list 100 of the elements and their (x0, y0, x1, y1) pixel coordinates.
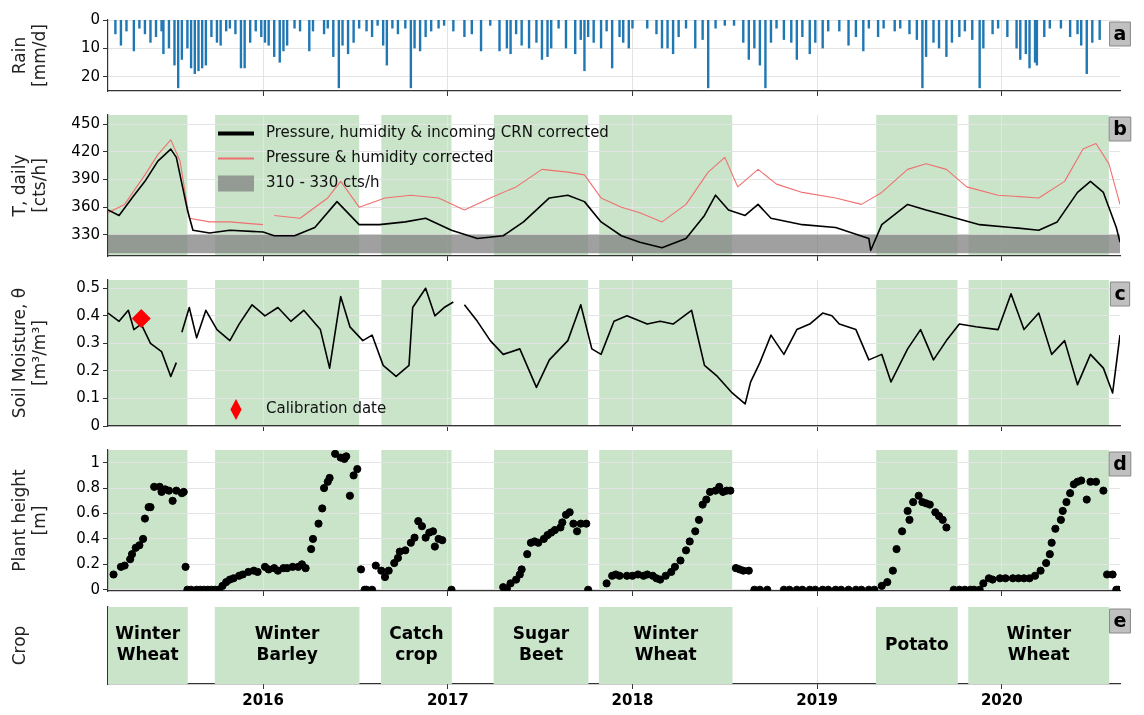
bar (932, 20, 935, 43)
y-tick-label: 390 (71, 169, 100, 188)
series-label: Winter Barley (254, 623, 321, 665)
y-tick-label: 450 (71, 114, 100, 133)
y-tick-label: 0.2 (76, 554, 100, 573)
bar (991, 20, 994, 35)
bar (463, 20, 466, 38)
bar (452, 20, 455, 32)
legend-label: Pressure, humidity & incoming CRN corrected (266, 123, 609, 142)
bar (583, 20, 586, 72)
y-tick-label: 330 (71, 224, 100, 243)
series-label: Potato (885, 633, 949, 654)
x-tick-label: 2020 (980, 690, 1023, 709)
y-tick-label: 0 (90, 9, 100, 28)
legend-label: Pressure & humidity corrected (266, 148, 494, 167)
y-axis-title: Crop (8, 625, 29, 666)
y-axis-title: T, daily [cts/h] (8, 154, 50, 218)
bar (958, 20, 961, 38)
bar (1028, 20, 1031, 69)
bar (114, 20, 117, 35)
y-tick-label: 0.6 (76, 503, 100, 522)
bar (138, 20, 141, 29)
bar (535, 20, 538, 43)
bar (520, 20, 523, 46)
y-tick-label: 0.1 (76, 388, 100, 407)
bar (424, 20, 427, 38)
bar (655, 20, 658, 35)
bar (753, 20, 756, 49)
bar (605, 20, 608, 32)
bar (404, 20, 407, 29)
x-tick-label: 2018 (611, 690, 654, 709)
bar (293, 20, 296, 29)
y-tick-label: 0.5 (76, 278, 100, 297)
bar (714, 20, 717, 29)
bar (509, 20, 512, 55)
x-tick-label: 2017 (426, 690, 469, 709)
y-tick-label: 20 (80, 66, 100, 85)
bar (978, 20, 981, 89)
bar (598, 607, 733, 684)
bar (557, 20, 560, 29)
bar (228, 20, 232, 29)
annotation: b (1113, 116, 1127, 139)
bar (875, 607, 958, 684)
bar (801, 20, 804, 38)
y-tick-label: 0.8 (76, 478, 100, 496)
bar (821, 20, 824, 49)
series-label: Winter Wheat (1006, 623, 1072, 665)
bar (862, 20, 865, 52)
bar (197, 20, 200, 72)
bar (437, 20, 440, 29)
annotation: a (1113, 21, 1127, 44)
bar (867, 20, 871, 29)
bar (1048, 20, 1052, 29)
bar (899, 20, 902, 29)
y-axis-title: Plant height [m] (8, 468, 50, 572)
bar (210, 20, 213, 38)
bar (666, 20, 669, 49)
bar (149, 20, 152, 43)
y-tick-label: 420 (71, 141, 100, 160)
bar (701, 20, 704, 40)
x-tick-label: 2019 (796, 690, 839, 709)
bar (968, 607, 1110, 684)
legend-label: 310 - 330 cts/h (266, 173, 380, 192)
y-tick-label: 0 (90, 579, 100, 598)
y-tick-label: 0.3 (76, 333, 100, 352)
y-tick-label: 0.4 (76, 528, 100, 547)
bar (908, 20, 911, 35)
annotation: c (1114, 281, 1126, 304)
series-label: Winter Wheat (115, 623, 181, 665)
bar (352, 20, 355, 43)
annotation: d (1113, 451, 1127, 474)
y-tick-label: 360 (71, 197, 100, 216)
y-axis-title: Soil Moisture, θ [m³/m³] (8, 287, 50, 419)
bar (882, 20, 885, 29)
bar (326, 20, 329, 29)
bar (945, 20, 948, 57)
bar (996, 20, 1000, 29)
y-axis-title: Rain [mm/d] (8, 24, 50, 87)
bar (357, 20, 361, 29)
y-tick-label: 0 (90, 415, 100, 434)
bar (847, 20, 850, 46)
annotation: e (1113, 608, 1127, 631)
bar (243, 20, 246, 69)
bar (214, 607, 360, 684)
y-tick-label: 0.2 (76, 360, 100, 379)
bar (219, 20, 222, 46)
y-tick-label: 10 (80, 38, 100, 57)
bar (1059, 20, 1063, 29)
bar (764, 20, 767, 89)
bar (365, 20, 368, 32)
y-tick-label: 1 (90, 452, 100, 471)
bar (592, 20, 595, 43)
bar (234, 20, 237, 35)
bar (677, 20, 680, 38)
bar (684, 20, 688, 29)
bar (267, 20, 270, 46)
series-label: Sugar Beet (512, 623, 570, 665)
y-tick-label: 0.4 (76, 305, 100, 324)
bar (125, 20, 128, 32)
bar (546, 20, 549, 57)
